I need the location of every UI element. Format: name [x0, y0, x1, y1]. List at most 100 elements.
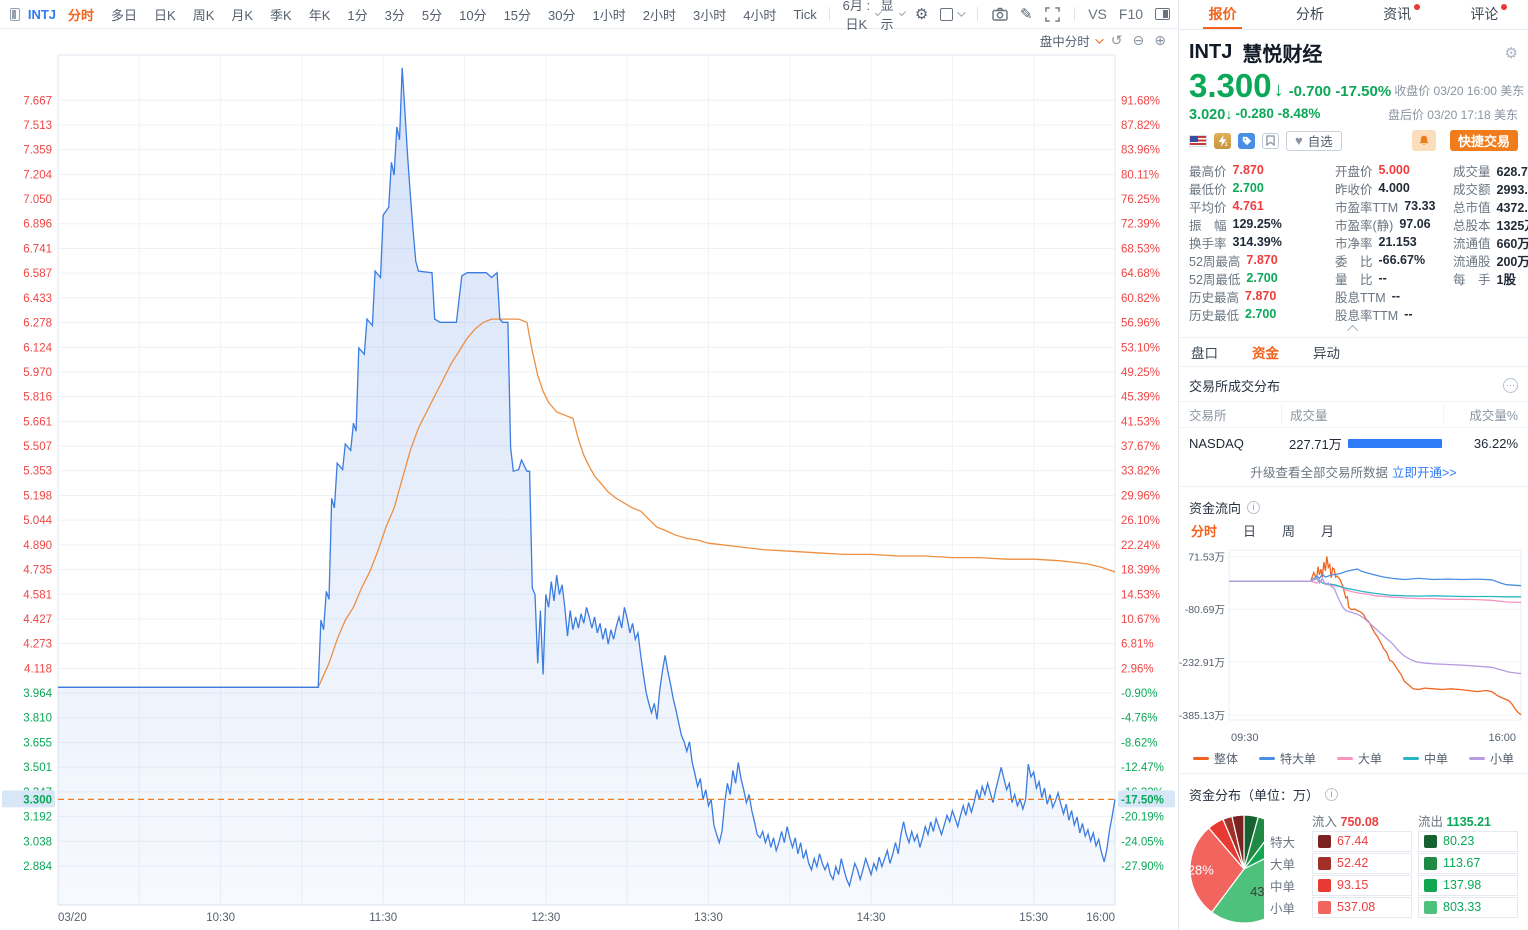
display-menu-button[interactable]: 显示 — [879, 0, 906, 33]
camera-icon — [992, 7, 1008, 21]
sub-tab-资金[interactable]: 资金 — [1252, 346, 1279, 361]
fund-flow-tab-月[interactable]: 月 — [1321, 524, 1335, 539]
timeframe-item[interactable]: 日K — [154, 7, 176, 23]
screenshot-button[interactable] — [992, 7, 1008, 21]
upgrade-link[interactable]: 立即开通>> — [1391, 465, 1457, 480]
fund-dist-row-小单: 小单 537.08 803.33 — [1270, 896, 1518, 918]
quote-field: 平均价 4.761 — [1189, 197, 1335, 215]
outflow-value: 80.23 — [1443, 834, 1475, 848]
quote-field-label: 总市值 — [1453, 200, 1491, 215]
add-watchlist-button[interactable]: ♥ 自选 — [1286, 130, 1342, 151]
chart-mode-selector[interactable]: 盘中分时 — [1039, 31, 1104, 50]
timeframe-item[interactable]: 分时 — [68, 7, 95, 23]
draw-button[interactable]: ✎ — [1020, 7, 1033, 22]
timeframe-item[interactable]: 1分 — [347, 7, 368, 23]
sub-tab-盘口[interactable]: 盘口 — [1191, 346, 1218, 361]
fund-flow-tab-分时[interactable]: 分时 — [1191, 524, 1218, 539]
timeframe-item[interactable]: 10分 — [459, 7, 487, 23]
timeframe-item[interactable]: 5分 — [421, 7, 443, 23]
price-axis-label: 7.359 — [23, 145, 52, 157]
chevron-up-icon — [1346, 324, 1358, 337]
pct-axis-label: 45.39% — [1121, 392, 1160, 404]
pct-axis-label: -20.19% — [1121, 812, 1164, 824]
quote-field-label: 开盘价 — [1335, 164, 1373, 179]
tag-icon[interactable] — [1238, 132, 1255, 149]
timeframe-item[interactable]: 15分 — [503, 7, 532, 23]
compare-button[interactable]: VS — [1088, 6, 1107, 22]
timeframe-item[interactable]: 2小时 — [642, 7, 676, 23]
fund-flow-tab-日[interactable]: 日 — [1243, 524, 1257, 539]
quote-field-value: -- — [1391, 289, 1401, 303]
quick-trade-button[interactable]: 快捷交易 — [1449, 130, 1518, 151]
gear-icon[interactable]: ⚙ — [1504, 44, 1518, 62]
alert-bell-button[interactable] — [1411, 130, 1436, 151]
legend-item-中单[interactable]: 中单 — [1402, 750, 1448, 767]
quote-field-value: 97.06 — [1399, 217, 1431, 231]
chart-settings-button[interactable]: ⚙ — [915, 7, 928, 22]
legend-label: 大单 — [1357, 752, 1382, 766]
info-icon[interactable]: i — [1325, 788, 1339, 801]
sub-tab-异动[interactable]: 异动 — [1313, 346, 1340, 361]
fund-dist-row-label: 特大 — [1270, 835, 1296, 850]
timeframe-item[interactable]: 周K — [192, 7, 215, 23]
timeframe-item[interactable]: 年K — [308, 7, 331, 23]
after-hours-time-label: 盘后价 03/20 17:18 美东 — [1387, 108, 1518, 122]
zoom-in-icon[interactable]: ⊕ — [1154, 32, 1166, 48]
pct-axis-label: 22.24% — [1121, 540, 1160, 552]
timeframe-item[interactable]: 多日 — [111, 7, 138, 23]
fullscreen-button[interactable] — [1044, 6, 1060, 22]
zoom-out-icon[interactable]: ⊖ — [1132, 32, 1145, 48]
tab-评论[interactable]: 评论 — [1441, 0, 1528, 29]
timeframe-item[interactable]: 月K — [231, 7, 254, 23]
chart-mode-label: 盘中分时 — [1039, 35, 1090, 49]
collapse-quote-button[interactable] — [1179, 323, 1528, 337]
f10-button[interactable]: F10 — [1119, 6, 1143, 22]
timeframe-item[interactable]: Tick — [793, 6, 817, 22]
price-axis-label: 3.038 — [23, 836, 52, 848]
bell-icon — [1419, 135, 1429, 146]
legend-item-特大单[interactable]: 特大单 — [1258, 750, 1316, 767]
bookmark-icon[interactable] — [1262, 132, 1279, 149]
unread-dot — [1414, 4, 1421, 10]
chart-layout-button[interactable] — [940, 7, 966, 21]
sidebar-toggle-icon[interactable] — [10, 7, 20, 21]
tab-分析[interactable]: 分析 — [1295, 6, 1324, 22]
timeframe-item[interactable]: 30分 — [548, 7, 576, 23]
undo-zoom-icon[interactable]: ↺ — [1110, 32, 1123, 48]
fund-flow-header: 资金流向 i — [1179, 489, 1528, 519]
section-divider — [1179, 486, 1528, 487]
period-selector[interactable]: 6月 : 日K — [841, 0, 883, 33]
average-price-line — [58, 318, 1116, 688]
legend-item-整体[interactable]: 整体 — [1193, 750, 1238, 767]
toolbar-symbol[interactable]: INTJ — [27, 6, 56, 22]
timeframe-item[interactable]: 3小时 — [692, 7, 727, 23]
time-axis-label: 10:30 — [206, 912, 235, 924]
timeframe-item[interactable]: 季K — [270, 7, 292, 23]
legend-item-大单[interactable]: 大单 — [1336, 750, 1382, 767]
timeframe-item[interactable]: 1小时 — [592, 7, 626, 23]
quote-field-value: 4.000 — [1378, 181, 1410, 195]
fund-flow-chart[interactable]: 71.53万 -80.69万 -232.91万 -385.13万 — [1179, 544, 1527, 726]
timeframe-item[interactable]: 3分 — [384, 7, 405, 23]
fund-flow-tab-周[interactable]: 周 — [1282, 524, 1296, 539]
timeframe-item[interactable]: 4小时 — [743, 7, 777, 23]
tab-报价[interactable]: 报价 — [1179, 0, 1266, 29]
lightning-level-icon[interactable]: 1 — [1214, 132, 1231, 149]
chevron-down-icon — [898, 9, 906, 17]
more-options-icon[interactable]: ··· — [1503, 378, 1518, 393]
legend-item-小单[interactable]: 小单 — [1468, 750, 1514, 767]
pie-slice-中单流出 — [1243, 841, 1264, 870]
quote-field: 流通股 200万 — [1453, 251, 1528, 269]
quote-field-label: 每 手 — [1453, 272, 1491, 287]
tab-资讯[interactable]: 资讯 — [1354, 0, 1441, 29]
pct-axis-label: 41.53% — [1121, 416, 1160, 428]
info-icon[interactable]: i — [1247, 501, 1261, 514]
after-hours-price: 3.020↓ — [1189, 106, 1233, 123]
table-row[interactable]: NASDAQ 227.71万 36.22% — [1179, 428, 1528, 458]
intraday-chart[interactable]: 7.667 91.68% 7.513 87.82% 7.359 83.96% 7.204 80… — [0, 52, 1178, 930]
quote-field-label: 股息率TTM — [1335, 308, 1399, 323]
price-axis-label: 5.816 — [23, 392, 52, 404]
panel-toggle-button[interactable] — [1155, 8, 1171, 20]
fund-flow-line-大单 — [1229, 578, 1522, 604]
